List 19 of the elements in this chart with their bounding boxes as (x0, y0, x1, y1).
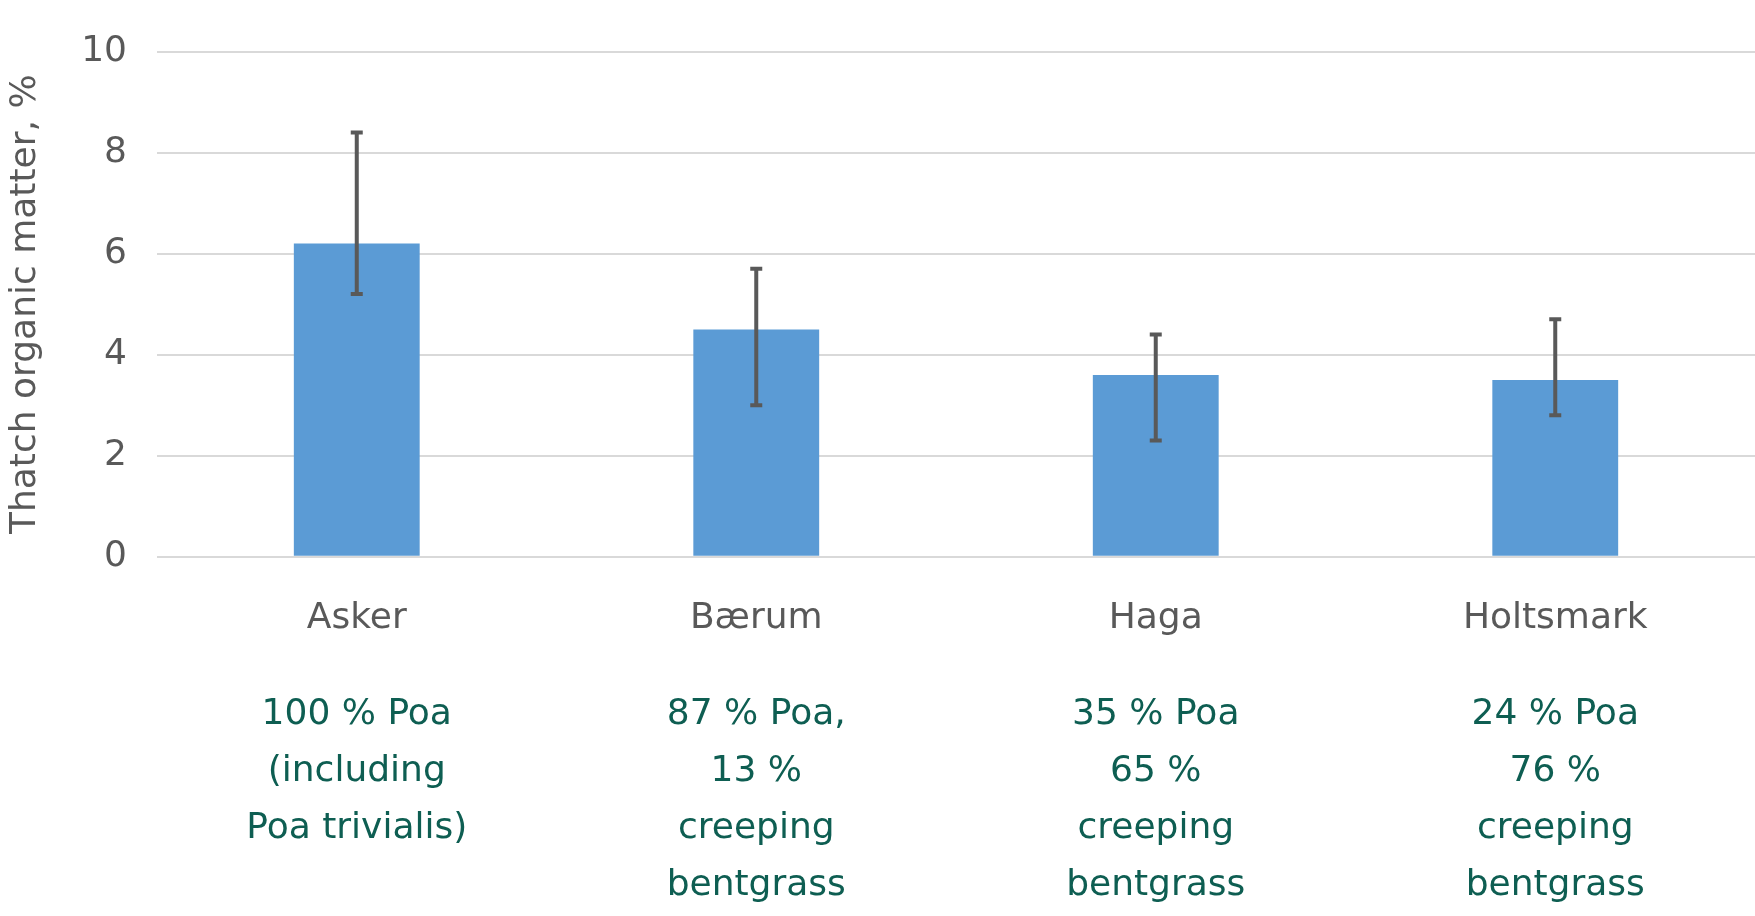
bar (1092, 374, 1219, 556)
x-tick-label: Bærum (689, 594, 823, 636)
y-tick-label: 8 (104, 129, 128, 170)
text: 35 % Poa 65 % creeping bentgrass (1066, 690, 1246, 905)
y-tick-label: 0 (104, 533, 128, 575)
y-tick-label: 10 (81, 27, 128, 69)
text: 87 % Poa, 13 % creeping bentgrass (666, 690, 846, 905)
bar (1492, 379, 1619, 556)
text: 24 % Poa 76 % creeping bentgrass (1465, 690, 1645, 905)
y-tick-label: 4 (104, 331, 128, 373)
bar (293, 243, 420, 556)
y-tick-label: 2 (104, 432, 128, 474)
y-tick-label: 6 (104, 230, 128, 272)
x-tick-label: Holtsmark (1462, 594, 1648, 636)
bar (693, 329, 820, 556)
text: 100 % Poa (including Poa trivialis) (246, 690, 468, 848)
x-tick-label: Asker (306, 594, 407, 636)
y-axis-title: Thatch organic matter, % (1, 74, 43, 535)
x-tick-label: Haga (1108, 594, 1203, 636)
